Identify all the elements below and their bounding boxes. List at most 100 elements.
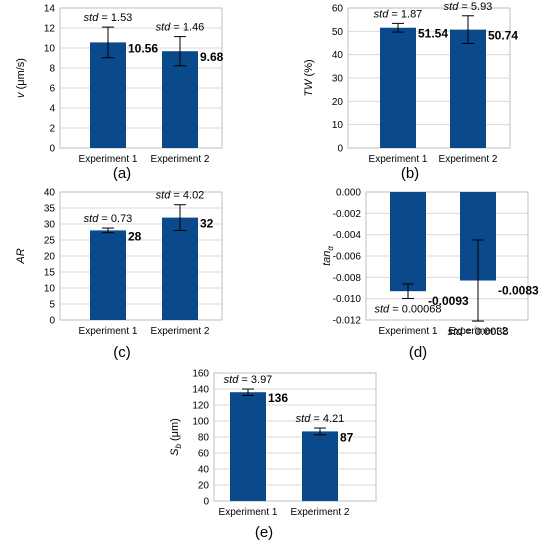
std-label-1: std = 3.97: [224, 374, 273, 386]
y-tick-label: -0.010: [333, 294, 362, 305]
y-tick-label: 140: [192, 385, 209, 396]
y-tick-label: -0.008: [333, 273, 362, 284]
y-tick-label: 20: [332, 97, 344, 108]
value-label-2: -0.0083: [498, 284, 539, 298]
y-tick-label: -0.012: [333, 316, 362, 327]
plot-area: [213, 372, 377, 502]
std-label-1: std = 1.87: [374, 8, 423, 20]
x-tick-label: Experiment 1: [369, 154, 428, 165]
y-tick-label: 50: [332, 27, 344, 38]
y-tick-label: 2: [49, 124, 55, 135]
y-tick-label: 5: [49, 300, 55, 311]
y-tick-label: -0.002: [333, 209, 362, 220]
x-tick-label: Experiment 2: [291, 507, 350, 518]
value-label-1: 51.54: [418, 27, 448, 41]
value-label-1: -0.0093: [428, 294, 469, 308]
std-label-1: std = 1.53: [84, 12, 133, 24]
std-label-1: std = 0.73: [84, 213, 133, 225]
x-tick-label: Experiment 1: [79, 326, 138, 337]
y-tick-label: 10: [44, 284, 56, 295]
y-tick-label: 0.000: [336, 188, 361, 199]
bar-1: [380, 27, 416, 149]
plot-area: [59, 191, 223, 321]
y-tick-label: 14: [44, 4, 56, 15]
chart-panel-4: 0.000 -0.002 -0.004 -0.006 -0.008 -0.010 -0.01…: [321, 188, 539, 362]
bar-2: [302, 431, 338, 501]
panel-label: (b): [401, 165, 419, 182]
value-label-2: 50.74: [488, 29, 518, 43]
x-tick-label: Experiment 1: [379, 326, 438, 337]
value-label-1: 10.56: [128, 41, 158, 55]
value-label-2: 87: [340, 430, 354, 444]
y-tick-label: 80: [198, 433, 210, 444]
std-label-2: std = 5.93: [444, 1, 493, 13]
bar-2: [450, 29, 486, 148]
y-tick-label: 4: [49, 104, 55, 115]
bar-1: [390, 192, 426, 292]
value-label-1: 28: [128, 229, 142, 243]
y-tick-label: -0.004: [333, 230, 362, 241]
bar-1: [230, 392, 266, 501]
y-axis-label: tanα: [321, 246, 335, 266]
panel-label: (d): [409, 344, 427, 361]
y-tick-label: 20: [198, 481, 210, 492]
plot-area: [365, 191, 529, 321]
y-tick-label: 60: [198, 449, 210, 460]
y-tick-label: 0: [337, 144, 343, 155]
chart-panel-3: 0 5 10 15 20 25 30 35 40 AR 28 std = 0.73 Experiment…: [15, 188, 223, 361]
y-tick-label: 60: [332, 4, 344, 15]
std-label-2: std = 4.21: [296, 413, 345, 425]
y-tick-label: 100: [192, 417, 209, 428]
y-tick-label: 15: [44, 268, 56, 279]
x-tick-label: Experiment 2: [449, 326, 508, 337]
x-tick-label: Experiment 2: [439, 154, 498, 165]
chart-panel-2: 0 10 20 30 40 50 60 TW (%) 51.54 std = 1.87 Experi…: [303, 1, 518, 182]
y-tick-label: 10: [44, 44, 56, 55]
y-tick-label: 0: [49, 316, 55, 327]
std-label-2: std = 0.0038: [448, 326, 509, 338]
y-tick-label: 0: [203, 497, 209, 508]
x-tick-label: Experiment 1: [79, 154, 138, 165]
std-label-1: std = 0.00068: [375, 303, 442, 315]
y-axis-label: v (μm/s): [15, 58, 27, 98]
std-label-2: std = 1.46: [156, 22, 205, 34]
y-axis-label: TW (%): [303, 59, 315, 96]
y-axis-label: AR: [15, 248, 27, 264]
y-tick-label: 25: [44, 236, 56, 247]
value-label-2: 32: [200, 217, 214, 231]
y-axis-label: Sb (μm): [169, 418, 183, 456]
x-tick-label: Experiment 1: [219, 507, 278, 518]
y-tick-label: 160: [192, 369, 209, 380]
y-tick-label: 10: [332, 120, 344, 131]
bar-2: [162, 217, 198, 320]
bar-1: [90, 42, 126, 148]
x-tick-label: Experiment 2: [151, 154, 210, 165]
y-tick-label: 35: [44, 204, 56, 215]
std-label-2: std = 4.02: [156, 190, 205, 202]
y-tick-label: 20: [44, 252, 56, 263]
y-tick-label: 12: [44, 24, 56, 35]
y-tick-label: 6: [49, 84, 55, 95]
x-tick-label: Experiment 2: [151, 326, 210, 337]
y-tick-label: 0: [49, 144, 55, 155]
y-tick-label: 40: [44, 188, 56, 199]
value-label-1: 136: [268, 391, 288, 405]
plot-area: [347, 7, 511, 149]
plot-area: [59, 7, 223, 149]
panel-label: (e): [255, 524, 273, 541]
y-tick-label: 120: [192, 401, 209, 412]
bar-1: [90, 230, 126, 320]
y-tick-label: 8: [49, 64, 55, 75]
panel-label: (c): [113, 344, 131, 361]
y-tick-label: 40: [332, 50, 344, 61]
y-tick-label: -0.006: [333, 252, 362, 263]
value-label-2: 9.68: [200, 50, 224, 64]
y-tick-label: 30: [44, 220, 56, 231]
chart-panel-5: 0 20 40 60 80 100 120 140 160 Sb (μm) 136 std = 3.9…: [169, 369, 377, 541]
y-tick-label: 30: [332, 74, 344, 85]
panel-label: (a): [113, 165, 131, 182]
chart-panel-1: 0 2 4 6 8 10 12 14 v (μm/s) 10.56 std = 1.53 Experi…: [15, 4, 224, 183]
bar-2: [162, 51, 198, 149]
